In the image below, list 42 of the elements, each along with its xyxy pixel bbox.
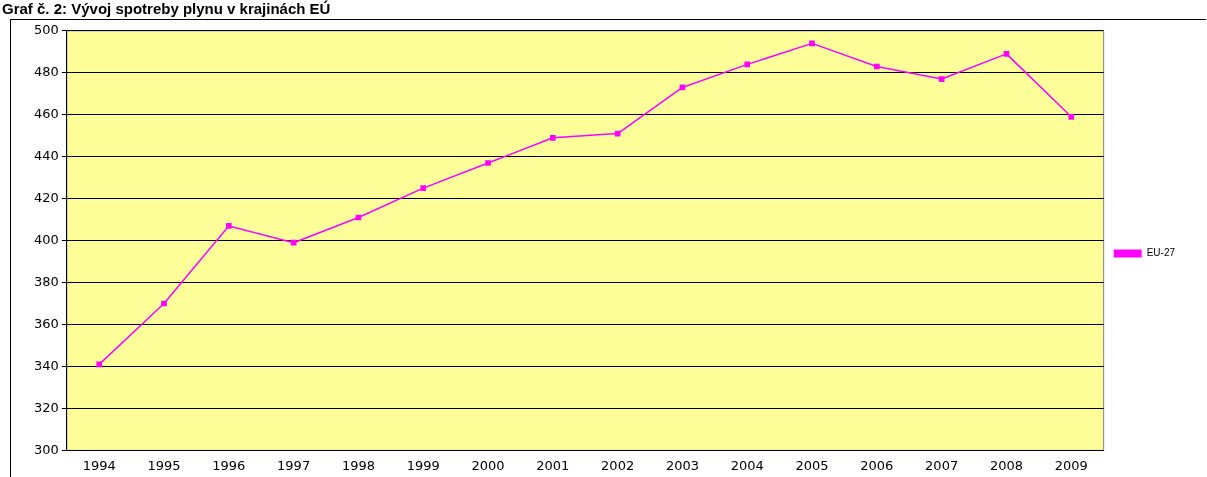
point <box>809 40 815 47</box>
x-tick-label: 2001 <box>536 457 570 473</box>
y-tick-label: 380 <box>33 273 59 289</box>
x-tick-label: 1999 <box>406 457 440 473</box>
point <box>420 185 427 191</box>
y-tick-label: 320 <box>33 399 59 415</box>
x-tick-label: 2000 <box>471 457 505 473</box>
x-tick-label: 2007 <box>925 457 959 473</box>
point <box>1068 113 1075 120</box>
x-tick-label: 2006 <box>860 457 894 473</box>
x-tick-label: 2009 <box>1054 457 1088 473</box>
y-tick-label: 480 <box>33 64 59 80</box>
point <box>550 134 556 141</box>
x-tick-label: 1994 <box>82 457 116 473</box>
y-tick-label: 440 <box>33 148 59 164</box>
point <box>290 239 297 246</box>
point <box>744 61 751 68</box>
point <box>1003 51 1010 57</box>
x-tick-label: 2002 <box>601 457 635 473</box>
y-tick-label: 360 <box>33 315 59 331</box>
x-tick-label: 1995 <box>147 457 181 473</box>
y-tick-label: 300 <box>33 441 59 457</box>
point <box>938 76 945 82</box>
y-tick-label: 420 <box>33 190 59 206</box>
x-tick-label: 2004 <box>730 457 764 473</box>
legend-label: EU-27 <box>1146 247 1176 259</box>
x-tick-label: 1998 <box>341 457 375 473</box>
y-tick-label: 500 <box>33 22 59 38</box>
chart-title: Graf č. 2: Vývoj spotreby plynu v krajinách EÚ <box>2 0 331 17</box>
point <box>485 160 491 166</box>
x-tick-label: 1997 <box>277 457 311 473</box>
y-tick-label: 400 <box>33 231 59 247</box>
y-tick-label: 340 <box>33 357 59 373</box>
y-tick-label: 460 <box>33 106 59 122</box>
point <box>96 361 103 368</box>
point <box>225 223 232 229</box>
x-tick-label: 2008 <box>989 457 1023 473</box>
x-tick-label: 2003 <box>665 457 699 473</box>
point <box>161 300 167 307</box>
point <box>874 63 880 70</box>
x-tick-label: 2005 <box>795 457 829 473</box>
x-tick-label: 1996 <box>212 457 246 473</box>
